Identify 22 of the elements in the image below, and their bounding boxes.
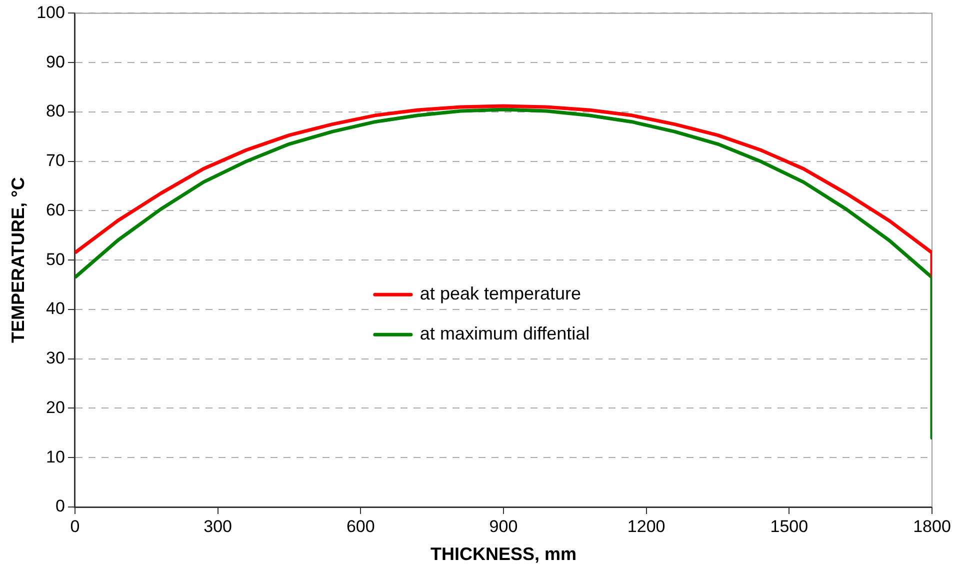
y-tick-label: 20 [46,398,65,417]
y-tick-label: 90 [46,52,65,72]
y-tick-label: 80 [46,102,65,121]
x-tick-label: 900 [489,516,518,536]
y-tick-label: 100 [36,2,65,22]
x-tick-label: 1500 [770,516,808,536]
y-tick-label: 30 [46,348,65,368]
x-tick-label: 1200 [627,516,666,536]
x-tick-label: 0 [70,516,80,536]
y-axis-title: TEMPERATURE, °C [8,177,28,344]
y-tick-label: 60 [46,200,65,220]
y-tick-label: 40 [46,299,65,318]
y-tick-label: 70 [46,151,65,170]
y-tick-label: 10 [46,447,65,466]
y-tick-label: 50 [46,250,65,269]
x-tick-label: 1800 [913,516,951,536]
y-tick-label: 0 [55,496,65,516]
x-tick-label: 600 [346,516,375,536]
x-tick-label: 300 [204,516,232,536]
x-axis-title: THICKNESS, mm [430,544,576,564]
legend-label: at maximum diffential [420,324,590,344]
legend-label: at peak temperature [420,284,582,304]
